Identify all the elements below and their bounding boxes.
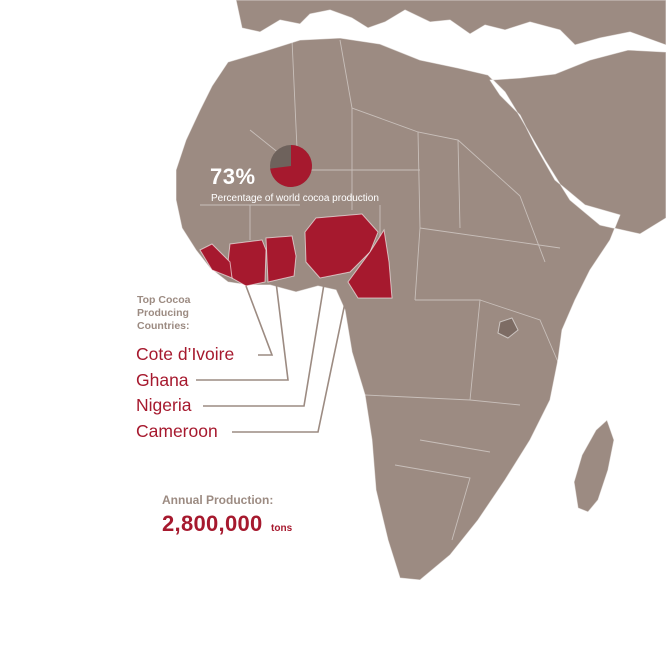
country-borders (200, 39, 561, 541)
share-pie-chart (270, 145, 313, 187)
country-list: Cote d’Ivoire Ghana Nigeria Cameroon (136, 343, 234, 445)
europe-landmass (235, 0, 666, 46)
country-cameroon: Cameroon (136, 420, 218, 441)
share-value: 73% (210, 164, 256, 189)
annual-production-unit: tons (271, 523, 293, 534)
cameroon-shape (347, 228, 393, 299)
rwanda-shape (497, 317, 519, 339)
liberia-shape (199, 243, 233, 279)
leader-line-ghana (196, 281, 289, 381)
annual-production-label: Annual Production: (162, 493, 274, 507)
leader-line-nigeria (203, 283, 325, 407)
share-caption: Percentage of world cocoa production (211, 193, 379, 204)
producers-heading: Top Cocoa Producing Countries: (137, 294, 191, 332)
leader-line-cameroon (232, 297, 347, 433)
pie-share-slice (270, 145, 313, 187)
country-cote-divoire: Cote d’Ivoire (136, 344, 235, 364)
leader-line-cote-divoire (245, 285, 274, 356)
country-ghana: Ghana (136, 369, 189, 390)
madagascar-landmass (573, 419, 615, 513)
country-nigeria: Nigeria (136, 395, 192, 415)
annual-production-row: 2,800,000 tons (162, 511, 292, 537)
cote-divoire-shape (227, 239, 267, 287)
annual-production-value: 2,800,000 (162, 511, 263, 536)
ghana-shape (265, 235, 297, 283)
